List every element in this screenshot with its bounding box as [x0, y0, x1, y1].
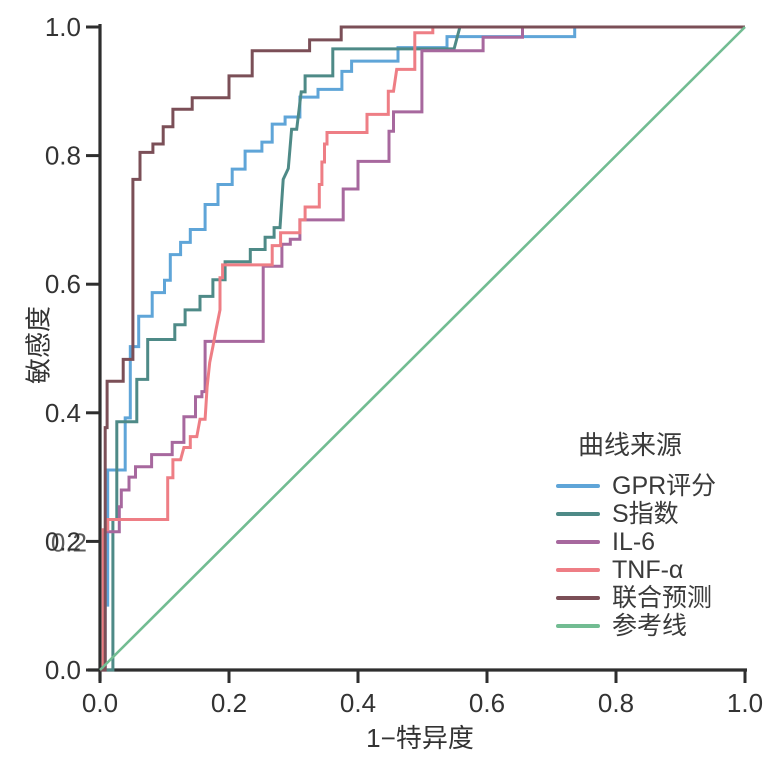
y-tick-label: 0.4	[45, 398, 81, 428]
roc-curve-combined-prediction	[100, 25, 745, 672]
legend-item-tnf-alpha: TNF-α	[556, 556, 716, 584]
y-tick-label: 1.0	[45, 12, 81, 42]
legend-item-gpr-score: GPR评分	[556, 472, 716, 500]
legend-item-il-6: IL-6	[556, 528, 716, 556]
legend-swatch-gpr-score	[556, 484, 600, 488]
legend-label-reference-line: 参考线	[612, 612, 688, 640]
x-tick-label: 0.6	[469, 688, 505, 718]
x-tick-label: 0.0	[82, 688, 118, 718]
legend-item-reference-line: 参考线	[556, 612, 716, 640]
legend-title: 曲线来源	[578, 430, 683, 460]
legend-swatch-reference-line	[556, 624, 600, 628]
legend-item-s-index: S指数	[556, 500, 716, 528]
x-axis-title: 1−特异度	[366, 723, 474, 753]
roc-curve-s-index	[100, 25, 745, 672]
legend-label-il-6: IL-6	[612, 528, 656, 556]
y-tick-label: 0.2	[45, 526, 81, 556]
x-tick-label: 0.8	[598, 688, 634, 718]
legend-swatch-s-index	[556, 512, 600, 516]
x-tick-label: 1.0	[727, 688, 763, 718]
y-axis-title: 敏感度	[23, 305, 54, 385]
x-tick-label: 0.4	[340, 688, 376, 718]
legend-label-gpr-score: GPR评分	[612, 472, 717, 500]
legend-label-tnf-alpha: TNF-α	[612, 556, 684, 584]
y-tick-label: 0.6	[45, 269, 81, 299]
y-tick-label-ghost: 0.2	[51, 527, 87, 557]
legend-swatch-il-6	[556, 540, 600, 544]
roc-curve-il-6	[100, 25, 745, 672]
legend-swatch-tnf-alpha	[556, 568, 600, 572]
x-tick-label: 0.2	[211, 688, 247, 718]
legend-label-combined-prediction: 联合预测	[612, 584, 713, 612]
roc-curve-reference-line	[99, 26, 746, 671]
roc-curve-tnf-alpha	[100, 25, 745, 672]
legend: 曲线来源 GPR评分 S指数 IL-6 TNF-α 联合预测 参考线	[556, 430, 716, 640]
y-tick-label: 0.8	[45, 141, 81, 171]
legend-label-s-index: S指数	[612, 500, 679, 528]
legend-swatch-combined-prediction	[556, 596, 600, 600]
legend-items: GPR评分 S指数 IL-6 TNF-α 联合预测 参考线	[556, 472, 716, 640]
y-tick-label: 0.0	[45, 655, 81, 685]
legend-item-combined-prediction: 联合预测	[556, 584, 716, 612]
